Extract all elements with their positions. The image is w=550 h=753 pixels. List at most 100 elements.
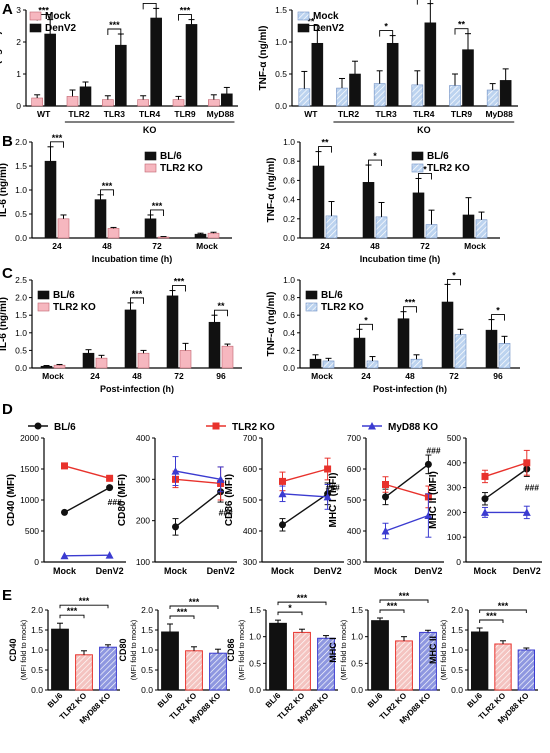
bar-mock bbox=[102, 99, 114, 107]
significance-mark: *** bbox=[486, 611, 497, 621]
x-tick-label: 24 bbox=[90, 371, 100, 381]
x-tick-label: Mock bbox=[311, 371, 333, 381]
legend-swatch bbox=[411, 151, 424, 161]
significance-bracket bbox=[359, 323, 373, 331]
significance-bracket bbox=[59, 614, 85, 619]
bar-tlr2-ko bbox=[157, 236, 170, 239]
y-tick-label: 0.5 bbox=[31, 665, 43, 675]
legend-label: DenV2 bbox=[313, 23, 345, 34]
significance-bracket bbox=[318, 146, 332, 153]
x-tick-label: Mock bbox=[464, 241, 486, 251]
x-tick-label: Mock bbox=[164, 566, 188, 576]
marker-triangle bbox=[481, 508, 489, 516]
legend-swatch bbox=[297, 23, 310, 33]
significance-mark: ### bbox=[326, 483, 340, 493]
legend-swatch bbox=[144, 163, 157, 173]
x-tick-label: TLR4 bbox=[413, 109, 435, 119]
bar-bl-6 bbox=[40, 365, 53, 369]
y-axis-subtitle: (MFI fold to mock) bbox=[237, 619, 246, 680]
y-axis-subtitle: (MFI fold to mock) bbox=[129, 619, 138, 680]
x-tick-label: DenV2 bbox=[96, 566, 124, 576]
legend-label: BL/6 bbox=[321, 290, 343, 301]
bar-denv2 bbox=[462, 49, 474, 107]
chart-E-CD40: 0.0 0.5 1.0 1.5 2.0 CD40 (MFI fold to mock) BL/… bbox=[8, 596, 120, 726]
legend-label: BL/6 bbox=[54, 422, 76, 433]
bar bbox=[395, 640, 413, 691]
marker-square bbox=[382, 481, 389, 488]
x-tick-label: BL/6 bbox=[366, 691, 385, 710]
x-tick-label: 48 bbox=[405, 371, 415, 381]
legend-label: Mock bbox=[313, 11, 339, 22]
y-tick-label: 500 bbox=[243, 495, 257, 505]
significance-mark: *** bbox=[109, 20, 120, 30]
marker-triangle bbox=[171, 467, 180, 475]
bar-denv2 bbox=[115, 44, 127, 107]
x-tick-label: DenV2 bbox=[513, 566, 541, 576]
x-tick-label: MyD88 bbox=[485, 109, 513, 119]
y-tick-label: 200 bbox=[136, 516, 150, 526]
y-tick-label: 1.5 bbox=[31, 625, 43, 635]
legend-label: TLR2 KO bbox=[53, 302, 96, 313]
y-tick-label: 1.0 bbox=[15, 328, 27, 338]
chart-A-left: 0 1 2 3 IL-6 (ng/ml) WT TLR2 TLR3 TLR4 TLR9 MyD88 *… bbox=[0, 0, 238, 135]
bar bbox=[494, 643, 512, 691]
legend-label: TLR2 KO bbox=[232, 422, 275, 433]
significance-mark: *** bbox=[189, 597, 200, 607]
y-tick-label: 0 bbox=[16, 101, 21, 111]
bar-bl-6 bbox=[353, 337, 366, 369]
significance-mark: * bbox=[373, 151, 377, 161]
x-tick-label: DenV2 bbox=[207, 566, 235, 576]
panel-letter-0: A bbox=[2, 1, 13, 18]
x-tick-label: Mock bbox=[53, 566, 77, 576]
series-line bbox=[282, 468, 328, 483]
significance-mark: ### bbox=[108, 497, 122, 507]
chart-D-CD80: 100 200 300 400 CD80 (MFI) Mock DenV2 ### bbox=[117, 433, 237, 576]
x-tick-label: TLR2 bbox=[68, 109, 90, 119]
y-tick-label: 0.0 bbox=[275, 101, 287, 111]
y-tick-label: 0.0 bbox=[283, 363, 295, 373]
bar bbox=[269, 622, 287, 691]
significance-bracket bbox=[418, 173, 432, 180]
significance-bracket bbox=[142, 2, 157, 10]
x-tick-label: 48 bbox=[132, 371, 142, 381]
significance-mark: *** bbox=[144, 0, 155, 4]
bar-tlr2-ko bbox=[475, 219, 488, 239]
bar-denv2 bbox=[349, 73, 361, 107]
bar-tlr2-ko bbox=[53, 364, 66, 369]
y-tick-label: 1500 bbox=[20, 464, 39, 474]
significance-mark: *** bbox=[405, 298, 416, 308]
chart-E-MHCII: 0.0 0.5 1.0 1.5 2.0 MHC II (MFI fold to mock) B… bbox=[428, 601, 538, 726]
y-axis-title: TNF-α (ng/ml) bbox=[258, 25, 269, 90]
y-tick-label: 400 bbox=[243, 526, 257, 536]
significance-mark: ** bbox=[217, 301, 225, 311]
y-tick-label: 1.0 bbox=[249, 632, 261, 642]
y-tick-label: 0.0 bbox=[15, 363, 27, 373]
marker-triangle bbox=[60, 551, 69, 560]
marker-triangle bbox=[368, 422, 376, 430]
series-line bbox=[385, 514, 429, 532]
series-line bbox=[484, 468, 528, 500]
y-tick-label: 0.5 bbox=[15, 345, 27, 355]
chart-E-CD80: 0.0 0.5 1.0 1.5 2.0 CD80 (MFI fold to mock) BL/… bbox=[118, 597, 230, 726]
y-tick-label: 1.0 bbox=[283, 275, 295, 285]
y-tick-label: 500 bbox=[347, 495, 361, 505]
legend-swatch bbox=[29, 11, 42, 21]
y-tick-label: 0.0 bbox=[283, 233, 295, 243]
y-tick-label: 1.0 bbox=[283, 137, 295, 147]
series-line bbox=[484, 462, 528, 478]
bar-bl-6 bbox=[44, 160, 57, 239]
x-tick-label: Mock bbox=[196, 241, 218, 251]
bar-bl-6 bbox=[144, 218, 157, 239]
panel-letter-2: C bbox=[2, 265, 13, 282]
bar-tlr2-ko bbox=[179, 350, 192, 369]
significance-mark: ### bbox=[219, 507, 233, 517]
y-tick-label: 2.0 bbox=[15, 137, 27, 147]
marker-circle bbox=[279, 521, 286, 529]
marker-triangle bbox=[522, 508, 531, 516]
bar-bl-6 bbox=[312, 165, 325, 239]
panel-letter-1: B bbox=[2, 133, 13, 150]
marker-circle bbox=[172, 523, 179, 531]
marker-triangle bbox=[323, 492, 332, 501]
series-line bbox=[385, 463, 429, 498]
